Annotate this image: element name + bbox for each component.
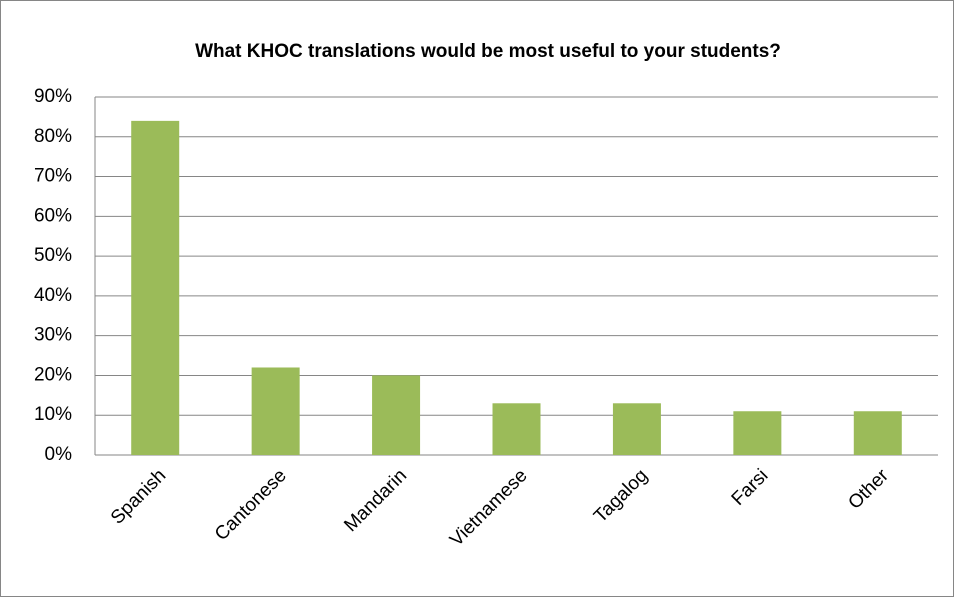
bar (372, 375, 421, 455)
y-tick-label: 20% (34, 364, 72, 385)
bar (853, 411, 902, 455)
y-tick-label: 50% (34, 245, 72, 266)
y-tick-label: 10% (34, 404, 72, 425)
y-tick-label: 40% (34, 285, 72, 306)
bar (733, 411, 782, 455)
y-tick-label: 90% (34, 86, 72, 107)
y-tick-label: 0% (45, 444, 73, 465)
y-tick-label: 80% (34, 126, 72, 147)
y-tick-label: 70% (34, 166, 72, 187)
y-tick-label: 60% (34, 205, 72, 226)
bar (492, 403, 541, 455)
bar (251, 367, 300, 455)
y-tick-label: 30% (34, 325, 72, 346)
bar (612, 403, 661, 455)
chart-title: What KHOC translations would be most use… (195, 41, 781, 62)
bar (131, 120, 180, 455)
